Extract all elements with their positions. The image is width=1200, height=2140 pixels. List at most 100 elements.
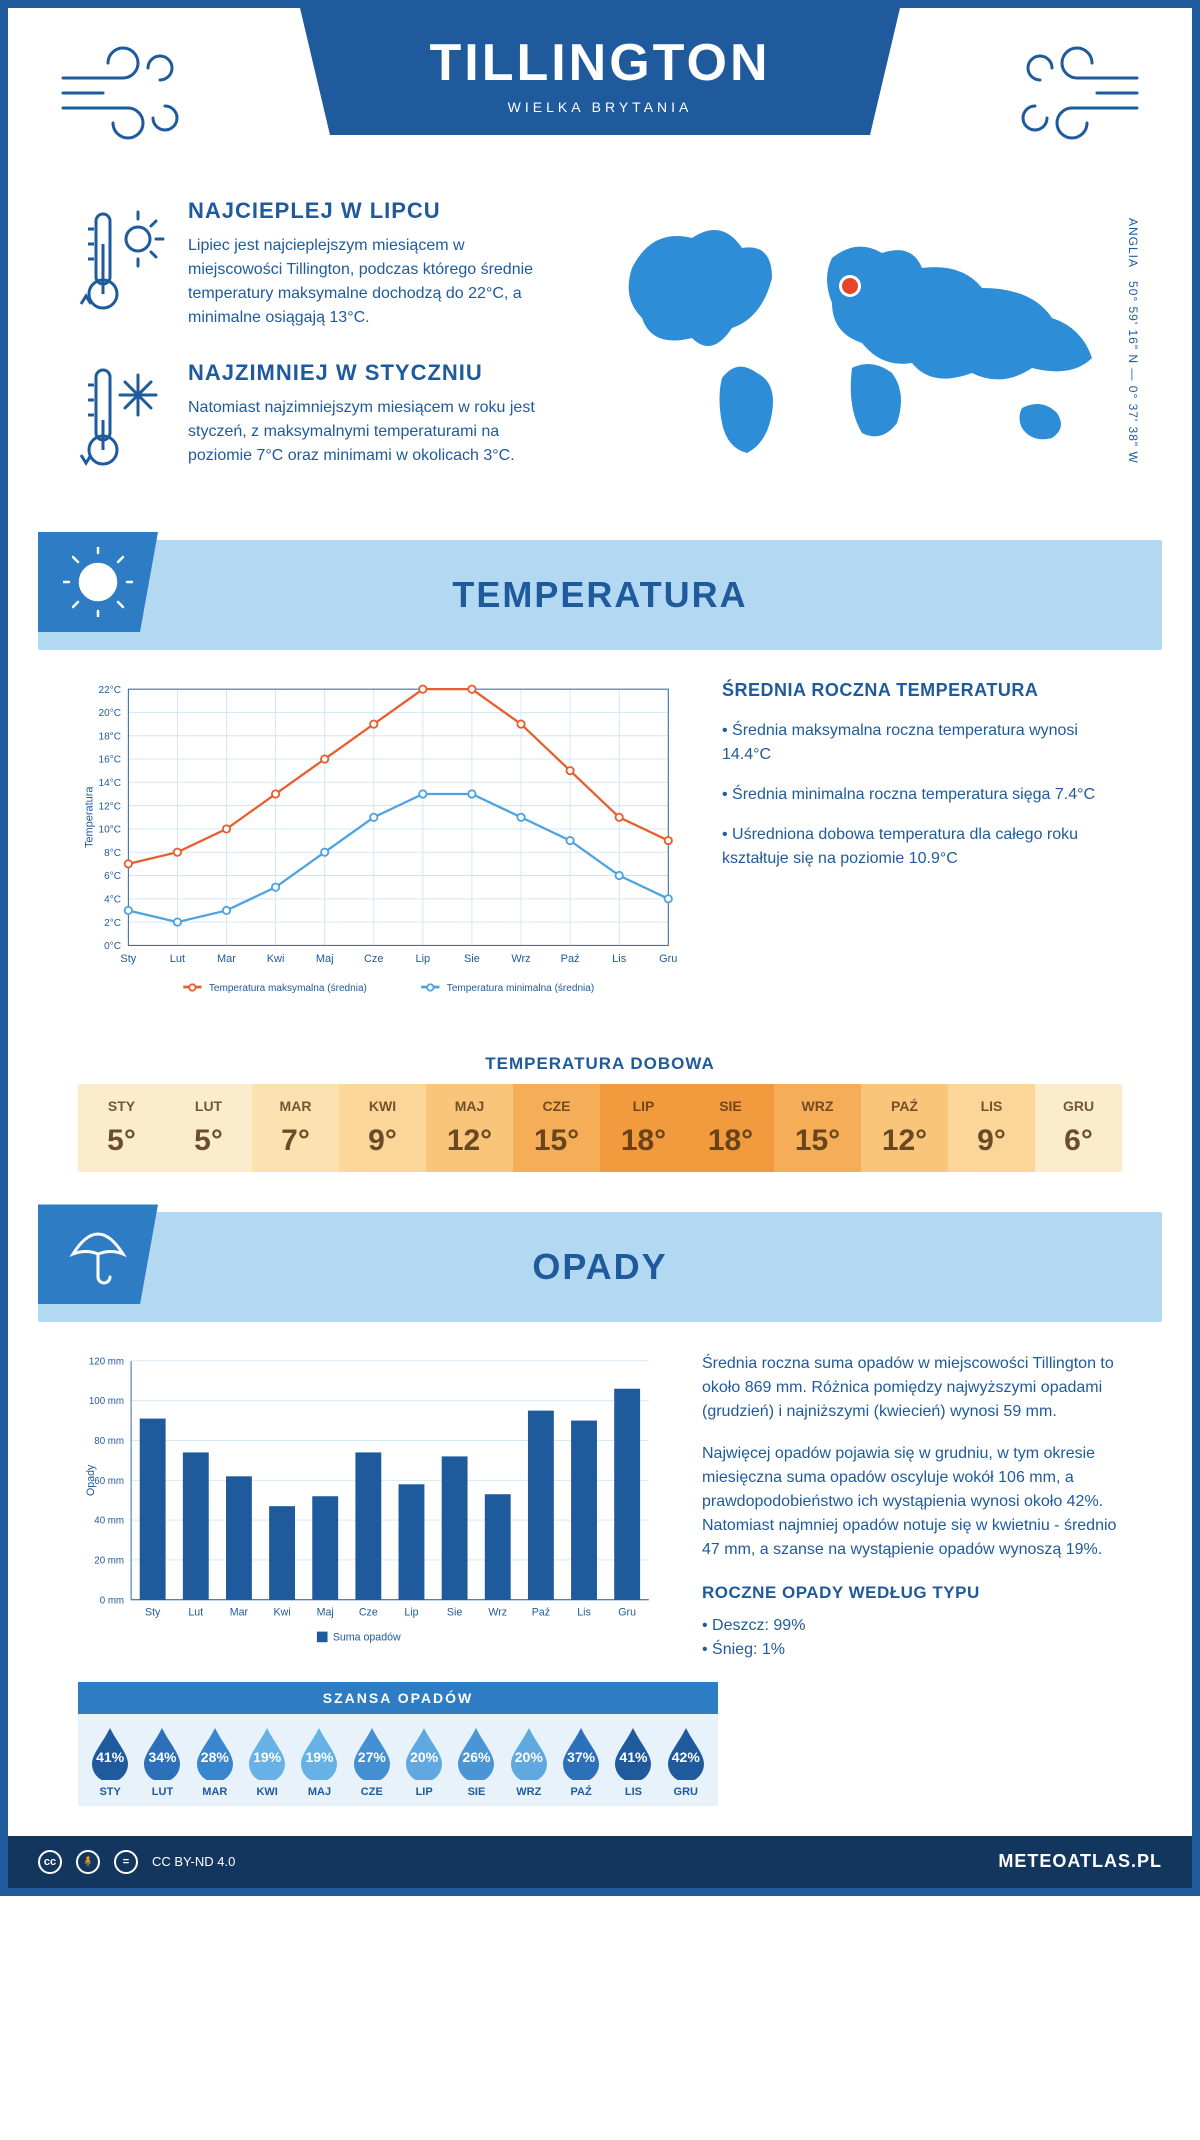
drop-percent: 41% — [96, 1749, 124, 1765]
daily-cell: MAR 7° — [252, 1084, 339, 1172]
temperature-section-head: TEMPERATURA — [38, 540, 1162, 650]
svg-text:Lis: Lis — [577, 1607, 591, 1619]
daily-cell: KWI 9° — [339, 1084, 426, 1172]
raindrop-icon: 41% — [611, 1726, 655, 1780]
daily-temp-value: 12° — [430, 1124, 509, 1158]
svg-text:22°C: 22°C — [99, 685, 121, 696]
warmest-title: NAJCIEPLEJ W LIPCU — [188, 198, 562, 224]
daily-cell: SIE 18° — [687, 1084, 774, 1172]
coord-lon: 0° 37' 38" W — [1126, 386, 1140, 464]
precip-section-title: OPADY — [532, 1246, 667, 1288]
coord-lat: 50° 59' 16" N — [1126, 281, 1140, 364]
drop-month: CZE — [346, 1786, 398, 1798]
daily-temp-value: 7° — [256, 1124, 335, 1158]
thermometer-sun-icon — [78, 198, 168, 330]
daily-cell: WRZ 15° — [774, 1084, 861, 1172]
precip-type-item: • Śnieg: 1% — [702, 1638, 1122, 1662]
daily-temp-value: 18° — [691, 1124, 770, 1158]
svg-text:Maj: Maj — [317, 1607, 334, 1619]
drop-month: PAŹ — [555, 1786, 607, 1798]
svg-text:Temperatura: Temperatura — [84, 786, 96, 848]
license-text: CC BY-ND 4.0 — [152, 1854, 235, 1869]
wind-swirl-icon — [58, 38, 188, 148]
coord-region: ANGLIA — [1126, 218, 1140, 268]
drop-cell: 19% MAJ — [293, 1726, 345, 1798]
daily-cell: LUT 5° — [165, 1084, 252, 1172]
daily-cell: PAŹ 12° — [861, 1084, 948, 1172]
coldest-fact: NAJZIMNIEJ W STYCZNIU Natomiast najzimni… — [78, 360, 562, 480]
daily-temp-value: 12° — [865, 1124, 944, 1158]
temp-stat-item: • Średnia maksymalna roczna temperatura … — [722, 719, 1122, 767]
nd-icon: = — [114, 1850, 138, 1874]
daily-temp-value: 5° — [169, 1124, 248, 1158]
world-map-icon — [602, 198, 1122, 478]
drop-percent: 20% — [515, 1749, 543, 1765]
city-name: TILLINGTON — [400, 33, 800, 93]
precip-type-item: • Deszcz: 99% — [702, 1614, 1122, 1638]
drop-cell: 37% PAŹ — [555, 1726, 607, 1798]
svg-text:120 mm: 120 mm — [89, 1357, 124, 1368]
svg-text:Sty: Sty — [145, 1607, 161, 1619]
svg-text:Kwi: Kwi — [267, 953, 285, 965]
precip-p1: Średnia roczna suma opadów w miejscowośc… — [702, 1352, 1122, 1424]
drop-month: LIP — [398, 1786, 450, 1798]
raindrop-icon: 20% — [402, 1726, 446, 1780]
svg-text:Temperatura minimalna (średnia: Temperatura minimalna (średnia) — [447, 983, 594, 994]
svg-text:Cze: Cze — [359, 1607, 378, 1619]
svg-text:6°C: 6°C — [104, 871, 121, 882]
svg-text:40 mm: 40 mm — [94, 1516, 124, 1527]
svg-text:Lut: Lut — [188, 1607, 203, 1619]
svg-text:Gru: Gru — [618, 1607, 636, 1619]
svg-text:Lis: Lis — [612, 953, 627, 965]
raindrop-icon: 34% — [140, 1726, 184, 1780]
daily-temp-title: TEMPERATURA DOBOWA — [8, 1054, 1192, 1074]
top-info: NAJCIEPLEJ W LIPCU Lipiec jest najcieple… — [8, 188, 1192, 540]
svg-text:2°C: 2°C — [104, 918, 121, 929]
svg-text:4°C: 4°C — [104, 894, 121, 905]
temperature-chart: 0°C2°C4°C6°C8°C10°C12°C14°C16°C18°C20°C2… — [78, 680, 682, 1014]
svg-text:Wrz: Wrz — [488, 1607, 507, 1619]
drop-month: STY — [84, 1786, 136, 1798]
svg-text:Maj: Maj — [316, 953, 334, 965]
svg-text:80 mm: 80 mm — [94, 1436, 124, 1447]
temp-section-title: TEMPERATURA — [452, 574, 747, 616]
drop-percent: 26% — [462, 1749, 490, 1765]
drop-percent: 20% — [410, 1749, 438, 1765]
drop-cell: 20% WRZ — [503, 1726, 555, 1798]
raindrop-icon: 19% — [297, 1726, 341, 1780]
drop-cell: 27% CZE — [346, 1726, 398, 1798]
drop-month: LIS — [607, 1786, 659, 1798]
drop-cell: 19% KWI — [241, 1726, 293, 1798]
daily-month: LIS — [952, 1098, 1031, 1114]
svg-text:Cze: Cze — [364, 953, 384, 965]
svg-text:Paź: Paź — [532, 1607, 550, 1619]
coldest-text: Natomiast najzimniejszym miesiącem w rok… — [188, 396, 562, 468]
svg-text:Gru: Gru — [659, 953, 677, 965]
rain-drops-row: 41% STY 34% LUT 28% MAR 19% KWI — [78, 1714, 718, 1806]
daily-temp-value: 6° — [1039, 1124, 1118, 1158]
daily-month: MAR — [256, 1098, 335, 1114]
raindrop-icon: 27% — [350, 1726, 394, 1780]
by-icon: 🧍 — [76, 1850, 100, 1874]
drop-cell: 34% LUT — [136, 1726, 188, 1798]
daily-month: LUT — [169, 1098, 248, 1114]
rain-chance-title: SZANSA OPADÓW — [78, 1682, 718, 1714]
daily-month: WRZ — [778, 1098, 857, 1114]
drop-percent: 41% — [619, 1749, 647, 1765]
country-name: WIELKA BRYTANIA — [400, 99, 800, 115]
svg-text:Lut: Lut — [170, 953, 185, 965]
drop-cell: 41% STY — [84, 1726, 136, 1798]
coordinates: ANGLIA 50° 59' 16" N — 0° 37' 38" W — [1126, 218, 1140, 464]
raindrop-icon: 19% — [245, 1726, 289, 1780]
wind-swirl-icon — [1012, 38, 1142, 148]
daily-month: GRU — [1039, 1098, 1118, 1114]
svg-text:0°C: 0°C — [104, 941, 121, 952]
precip-p2: Najwięcej opadów pojawia się w grudniu, … — [702, 1442, 1122, 1562]
drop-cell: 20% LIP — [398, 1726, 450, 1798]
precip-chart: 0 mm20 mm40 mm60 mm80 mm100 mm120 mmStyL… — [78, 1352, 662, 1662]
temp-stat-item: • Średnia minimalna roczna temperatura s… — [722, 783, 1122, 807]
raindrop-icon: 37% — [559, 1726, 603, 1780]
map-area: ANGLIA 50° 59' 16" N — 0° 37' 38" W — [602, 198, 1122, 510]
daily-month: CZE — [517, 1098, 596, 1114]
raindrop-icon: 20% — [507, 1726, 551, 1780]
